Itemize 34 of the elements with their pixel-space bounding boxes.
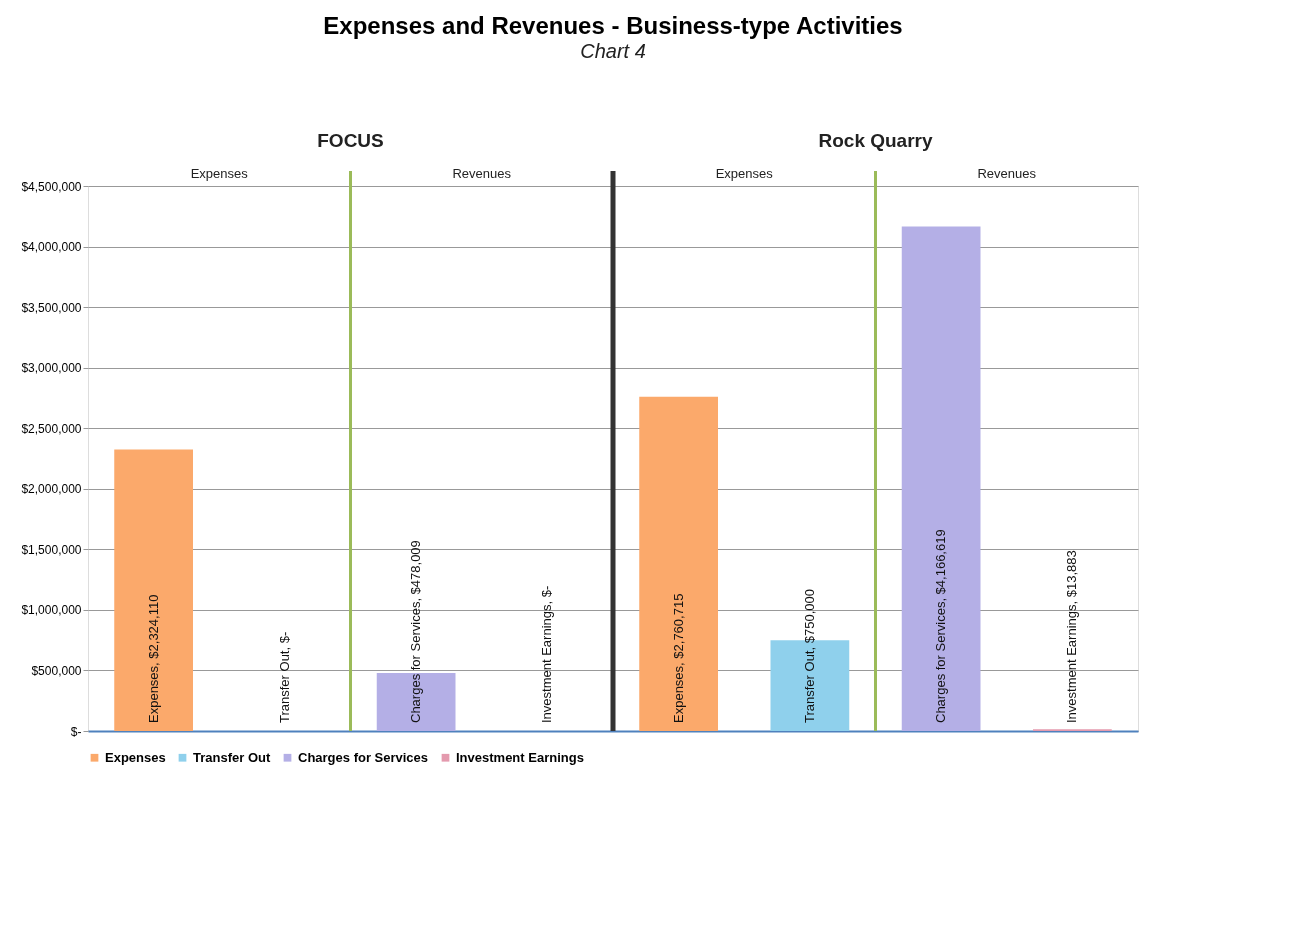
legend-label: Investment Earnings (456, 749, 584, 765)
bar (376, 673, 456, 731)
chart-subtitle: Chart 4 (580, 40, 646, 62)
bar (114, 449, 193, 731)
data-label: Charges for Services, $478,009 (408, 540, 424, 723)
data-label: Charges for Services, $4,166,619 (933, 529, 949, 723)
data-label: Investment Earnings, $- (539, 585, 555, 723)
data-label: Transfer Out, $750,000 (801, 589, 817, 723)
chart-title: Expenses and Revenues - Business-type Activities (323, 12, 903, 39)
y-tick-label: $1,500,000 (21, 542, 82, 557)
y-tick-label: $4,000,000 (21, 240, 82, 255)
data-label: Investment Earnings, $13,883 (1064, 550, 1080, 723)
y-tick-label: $2,500,000 (21, 421, 82, 436)
data-label: Expenses, $2,760,715 (670, 593, 686, 723)
text: Revenues (977, 166, 1037, 181)
y-tick-label: $500,000 (31, 663, 82, 678)
text: Expenses (190, 166, 249, 181)
bar (901, 226, 981, 731)
y-tick-label: $4,500,000 (21, 179, 82, 194)
legend-label: Transfer Out (193, 749, 271, 765)
y-tick-label: $3,000,000 (21, 361, 82, 376)
legend-label: Charges for Services (298, 749, 429, 765)
text: Revenues (452, 166, 512, 181)
y-tick-label: $3,500,000 (21, 300, 82, 315)
legend-label: Expenses (105, 749, 166, 765)
text: Expenses (715, 166, 774, 181)
text: Rock Quarry (818, 130, 933, 151)
y-tick-label: $- (70, 724, 82, 739)
data-label: Expenses, $2,324,110 (145, 594, 161, 723)
y-tick-label: $1,000,000 (21, 603, 82, 618)
data-label: Transfer Out, $- (276, 631, 292, 723)
y-tick-label: $2,000,000 (21, 482, 82, 497)
text: FOCUS (317, 130, 384, 151)
bar (639, 396, 718, 731)
